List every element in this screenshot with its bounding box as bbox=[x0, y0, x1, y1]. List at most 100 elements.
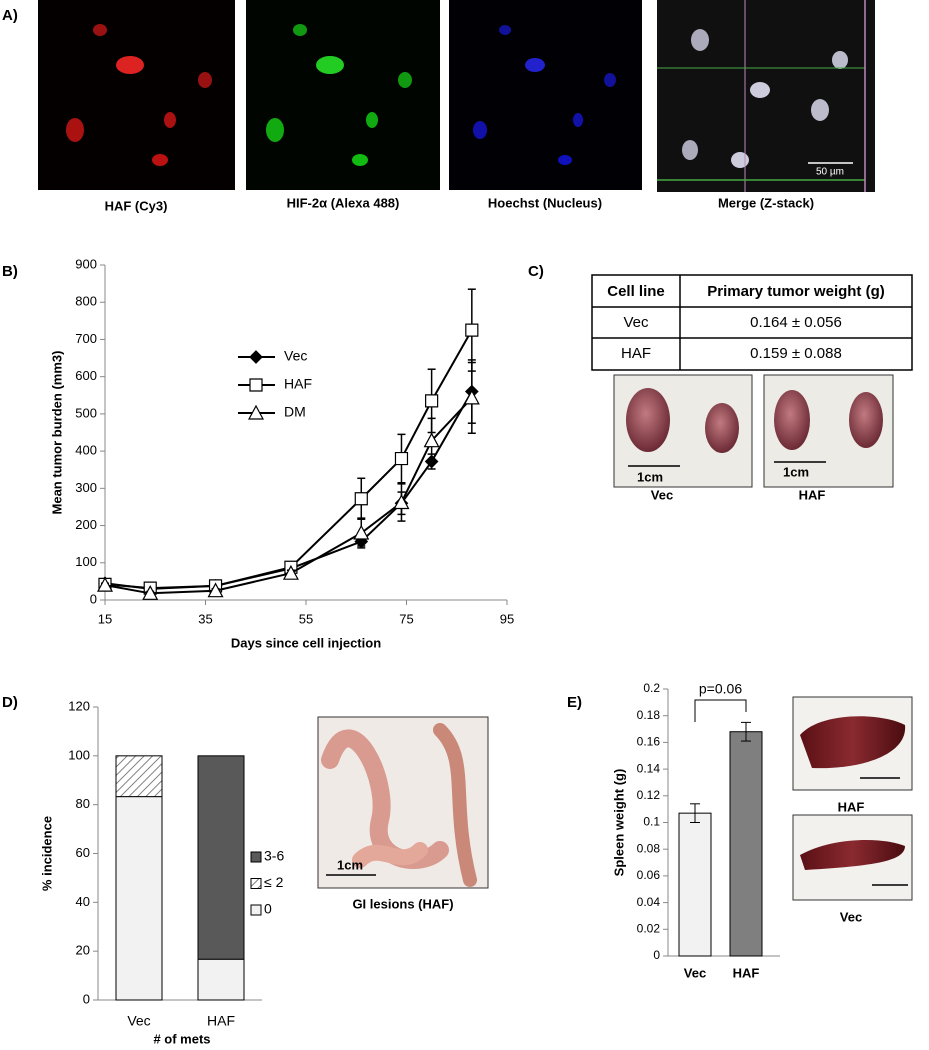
bar-segment bbox=[115, 796, 163, 1001]
legend-label: HAF bbox=[284, 376, 312, 392]
y-tick-label: 700 bbox=[75, 331, 97, 346]
significance-bracket bbox=[694, 699, 747, 722]
spleen-photo bbox=[792, 814, 913, 901]
y-tick-label: 0.1 bbox=[643, 815, 660, 829]
marker bbox=[423, 432, 440, 448]
x-tick-label: 55 bbox=[299, 611, 313, 626]
y-tick-label: 20 bbox=[76, 943, 90, 958]
marker bbox=[207, 582, 224, 598]
micrograph-green bbox=[246, 0, 440, 190]
panel-label: D) bbox=[2, 694, 18, 711]
x-tick-label: Vec bbox=[684, 965, 706, 980]
y-tick-label: 0.12 bbox=[637, 788, 661, 802]
table-header: Primary tumor weight (g) bbox=[707, 283, 885, 300]
bar bbox=[729, 731, 763, 957]
panel-label: A) bbox=[2, 7, 18, 24]
image-caption: Vec bbox=[651, 487, 673, 502]
panel-label: C) bbox=[528, 263, 544, 280]
image-caption: Hoechst (Nucleus) bbox=[488, 195, 602, 210]
marker bbox=[282, 564, 299, 580]
x-axis-label: Days since cell injection bbox=[231, 635, 381, 650]
x-tick-label: 95 bbox=[500, 611, 514, 626]
x-tick-label: HAF bbox=[733, 965, 760, 980]
marker bbox=[247, 404, 265, 420]
image-caption: HAF bbox=[799, 487, 826, 502]
legend-label: Vec bbox=[284, 348, 307, 364]
spleen-photo bbox=[792, 696, 913, 791]
y-tick-label: 0.02 bbox=[637, 921, 661, 935]
y-tick-label: 100 bbox=[68, 747, 90, 762]
y-tick-label: 400 bbox=[75, 443, 97, 458]
y-tick-label: 0.04 bbox=[637, 895, 661, 909]
y-tick-label: 0.06 bbox=[637, 868, 661, 882]
micrograph-merge: 50 µm bbox=[657, 0, 875, 192]
series-line bbox=[104, 329, 473, 590]
legend-label: DM bbox=[284, 404, 306, 420]
panel-label: B) bbox=[2, 263, 18, 280]
y-tick-label: 0.18 bbox=[637, 708, 661, 722]
image-caption: Vec bbox=[840, 909, 862, 924]
y-tick-label: 800 bbox=[75, 294, 97, 309]
x-axis-label: # of mets bbox=[153, 1031, 210, 1046]
y-tick-label: 200 bbox=[75, 517, 97, 532]
marker bbox=[249, 378, 263, 392]
x-tick-label: HAF bbox=[207, 1013, 235, 1029]
gi-photo: 1cm bbox=[317, 716, 489, 889]
marker bbox=[249, 350, 263, 364]
y-tick-label: 60 bbox=[76, 845, 90, 860]
y-tick-label: 0 bbox=[653, 948, 660, 962]
legend-swatch bbox=[250, 904, 262, 916]
y-tick-label: 120 bbox=[68, 698, 90, 713]
table-header: Cell line bbox=[607, 283, 665, 300]
image-caption: HAF bbox=[838, 799, 865, 814]
scale-label: 1cm bbox=[637, 469, 663, 484]
micrograph-blue bbox=[449, 0, 642, 190]
y-tick-label: 500 bbox=[75, 405, 97, 420]
legend-label: ≤ 2 bbox=[264, 874, 284, 890]
marker bbox=[96, 576, 114, 592]
image-caption: HIF-2α (Alexa 488) bbox=[287, 195, 400, 210]
legend-swatch bbox=[250, 851, 262, 863]
legend-label: 3-6 bbox=[264, 848, 284, 864]
table-cell: 0.159 ± 0.088 bbox=[750, 345, 842, 362]
y-tick-label: 0 bbox=[90, 591, 97, 606]
marker bbox=[354, 492, 368, 506]
series-line bbox=[104, 391, 473, 590]
y-tick-label: 100 bbox=[75, 554, 97, 569]
y-axis-label: Mean tumor burden (mm3) bbox=[49, 351, 64, 515]
table-cell: HAF bbox=[621, 345, 651, 362]
table-cell: 0.164 ± 0.056 bbox=[750, 314, 842, 331]
y-tick-label: 900 bbox=[75, 256, 97, 271]
y-tick-label: 600 bbox=[75, 368, 97, 383]
bar-segment bbox=[115, 755, 163, 798]
y-tick-label: 0 bbox=[83, 991, 90, 1006]
x-tick-label: 75 bbox=[399, 611, 413, 626]
tumor-photo: 1cm bbox=[613, 374, 753, 488]
scale-label: 1cm bbox=[337, 857, 363, 872]
y-tick-label: 0.16 bbox=[637, 735, 661, 749]
marker bbox=[425, 394, 439, 408]
x-tick-label: 15 bbox=[98, 611, 112, 626]
image-caption: GI lesions (HAF) bbox=[352, 896, 453, 911]
marker bbox=[393, 494, 410, 510]
y-tick-label: 0.14 bbox=[637, 761, 661, 775]
y-axis-label: Spleen weight (g) bbox=[611, 769, 626, 877]
x-tick-label: Vec bbox=[127, 1013, 150, 1029]
image-caption: Merge (Z-stack) bbox=[718, 195, 814, 210]
marker bbox=[394, 451, 409, 466]
micrograph-red bbox=[38, 0, 235, 190]
y-tick-label: 80 bbox=[76, 796, 90, 811]
bar-segment bbox=[197, 755, 245, 960]
scale-label: 1cm bbox=[783, 464, 809, 479]
y-tick-label: 0.2 bbox=[643, 681, 660, 695]
marker bbox=[353, 524, 370, 540]
legend-swatch bbox=[250, 878, 262, 889]
table bbox=[591, 274, 913, 371]
y-tick-label: 40 bbox=[76, 894, 90, 909]
tumor-photo: 1cm bbox=[763, 374, 894, 488]
y-axis-label: % incidence bbox=[39, 816, 54, 891]
table-cell: Vec bbox=[623, 314, 649, 331]
legend-label: 0 bbox=[264, 901, 272, 917]
x-tick-label: 35 bbox=[198, 611, 212, 626]
